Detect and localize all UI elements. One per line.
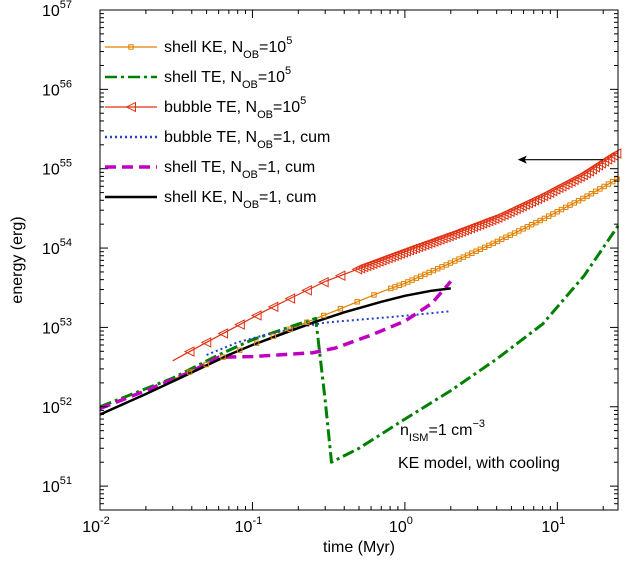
legend-label-shell_te_1: shell TE, NOB=1, cum xyxy=(164,159,315,181)
y-tick-label: 1055 xyxy=(42,158,72,179)
series-marker-bubble_te_1e5 xyxy=(267,301,279,313)
annotation-model: KE model, with cooling xyxy=(398,455,560,472)
x-tick-label: 10-1 xyxy=(235,515,263,536)
legend-label-bubble_te_1e5: bubble TE, NOB=105 xyxy=(164,95,306,121)
y-tick-label: 1053 xyxy=(42,316,72,337)
series-marker-shell_ke_1e5 xyxy=(253,340,260,346)
y-tick-label: 1056 xyxy=(42,78,72,99)
y-axis-label: energy (erg) xyxy=(9,216,26,303)
x-tick-label: 10-2 xyxy=(82,515,110,536)
series-line-shell_te_1 xyxy=(99,280,453,411)
legend-label-shell_ke_1e5: shell KE, NOB=105 xyxy=(164,35,292,61)
y-tick-label: 1051 xyxy=(42,475,72,496)
y-tick-label: 1057 xyxy=(42,0,72,20)
series-marker-bubble_te_1e5 xyxy=(234,319,245,330)
series-marker-shell_ke_1e5 xyxy=(270,333,277,339)
annotation-arrow-head xyxy=(517,155,527,164)
legend-label-bubble_te_1: bubble TE, NOB=1, cum xyxy=(164,129,330,151)
series-marker-bubble_te_1e5 xyxy=(334,270,346,281)
series-marker-shell_ke_1e5 xyxy=(371,292,377,298)
series-marker-shell_ke_1e5 xyxy=(220,354,226,360)
legend-marker-bubble_te_1e5 xyxy=(125,101,136,113)
legend-label-shell_te_1e5: shell TE, NOB=105 xyxy=(164,65,291,91)
series-marker-shell_ke_1e5 xyxy=(337,305,344,312)
series-layer xyxy=(99,151,620,464)
x-tick-label: 101 xyxy=(541,515,565,536)
series-marker-shell_ke_1e5 xyxy=(320,312,327,319)
series-marker-shell_ke_1e5 xyxy=(203,361,209,368)
series-marker-bubble_te_1e5 xyxy=(250,310,262,321)
series-line-bubble_te_1 xyxy=(206,310,451,356)
annotation: nISM=1 cm−3 KE model, with cooling xyxy=(398,155,604,472)
series-line-shell_ke_1 xyxy=(99,287,451,416)
series-marker-bubble_te_1e5 xyxy=(284,293,296,304)
tick-layer: 10-2 10-1 100 101 1051 1052 1053 1054 1055 1056 10… xyxy=(42,0,618,536)
series-marker-shell_ke_1e5 xyxy=(287,326,293,332)
legend-marker-shell_ke_1e5 xyxy=(128,44,134,50)
annotation-density: nISM=1 cm−3 xyxy=(400,418,485,444)
series-marker-bubble_te_1e5 xyxy=(318,276,329,288)
y-tick-label: 1052 xyxy=(42,396,72,417)
marker-layer xyxy=(183,148,622,375)
series-marker-shell_ke_1e5 xyxy=(354,299,360,305)
series-line-shell_te_1e5 xyxy=(99,225,620,464)
series-marker-bubble_te_1e5 xyxy=(200,337,212,348)
series-marker-bubble_te_1e5 xyxy=(301,285,312,296)
series-marker-shell_ke_1e5 xyxy=(237,347,243,353)
series-marker-bubble_te_1e5 xyxy=(183,346,195,357)
series-marker-shell_ke_1e5 xyxy=(304,319,310,325)
legend: shell KE, NOB=105 shell TE, NOB=105 bubble… xyxy=(105,35,330,211)
x-tick-label: 100 xyxy=(389,515,413,536)
series-marker-shell_ke_1e5 xyxy=(186,369,193,375)
series-marker-bubble_te_1e5 xyxy=(217,328,229,339)
y-tick-label: 1054 xyxy=(42,237,72,258)
x-axis-label: time (Myr) xyxy=(323,539,395,556)
series-marker-bubble_te_1e5 xyxy=(610,148,622,159)
legend-label-shell_ke_1: shell KE, NOB=1, cum xyxy=(164,189,316,211)
